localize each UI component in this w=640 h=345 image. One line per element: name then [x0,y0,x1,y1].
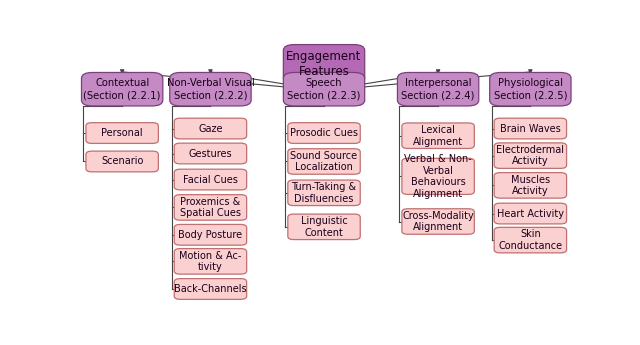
FancyBboxPatch shape [86,123,158,144]
Text: Scenario: Scenario [101,157,143,167]
FancyBboxPatch shape [494,172,566,198]
Text: Linguistic
Content: Linguistic Content [301,216,348,238]
Text: Brain Waves: Brain Waves [500,124,561,134]
Text: Facial Cues: Facial Cues [183,175,238,185]
FancyBboxPatch shape [288,123,360,144]
Text: Gaze: Gaze [198,124,223,134]
Text: Electrodermal
Activity: Electrodermal Activity [497,145,564,166]
FancyBboxPatch shape [494,227,566,253]
FancyBboxPatch shape [174,225,246,245]
FancyBboxPatch shape [494,143,566,168]
FancyBboxPatch shape [494,118,566,139]
FancyBboxPatch shape [284,45,365,83]
FancyBboxPatch shape [174,249,246,274]
Text: Proxemics &
Spatial Cues: Proxemics & Spatial Cues [180,197,241,218]
Text: Muscles
Activity: Muscles Activity [511,175,550,196]
FancyBboxPatch shape [288,149,360,174]
FancyBboxPatch shape [284,72,365,106]
FancyBboxPatch shape [402,158,474,195]
Text: Contextual
(Section (2.2.1): Contextual (Section (2.2.1) [83,78,161,100]
FancyBboxPatch shape [174,169,246,190]
Text: Gestures: Gestures [189,148,232,158]
FancyBboxPatch shape [81,72,163,106]
FancyBboxPatch shape [402,123,474,148]
Text: Non-Verbal Visual
Section (2.2.2): Non-Verbal Visual Section (2.2.2) [166,78,254,100]
Text: Sound Source
Localization: Sound Source Localization [291,151,358,172]
FancyBboxPatch shape [174,195,246,220]
Text: Heart Activity: Heart Activity [497,208,564,218]
Text: Interpersonal
Section (2.2.4): Interpersonal Section (2.2.4) [401,78,475,100]
FancyBboxPatch shape [490,72,571,106]
Text: Physiological
Section (2.2.5): Physiological Section (2.2.5) [493,78,567,100]
Text: Cross-Modality
Alignment: Cross-Modality Alignment [402,211,474,232]
FancyBboxPatch shape [174,143,246,164]
Text: Speech
Section (2.2.3): Speech Section (2.2.3) [287,78,361,100]
Text: Personal: Personal [101,128,143,138]
FancyBboxPatch shape [288,214,360,239]
FancyBboxPatch shape [402,209,474,234]
Text: Skin
Conductance: Skin Conductance [499,229,563,251]
FancyBboxPatch shape [288,180,360,206]
Text: Engagement
Features: Engagement Features [286,50,362,78]
FancyBboxPatch shape [170,72,251,106]
Text: Body Posture: Body Posture [179,230,243,240]
FancyBboxPatch shape [174,118,246,139]
Text: Back-Channels: Back-Channels [174,284,247,294]
Text: Lexical
Alignment: Lexical Alignment [413,125,463,147]
FancyBboxPatch shape [397,72,479,106]
Text: Turn-Taking &
Disfluencies: Turn-Taking & Disfluencies [291,182,356,204]
FancyBboxPatch shape [494,203,566,224]
FancyBboxPatch shape [86,151,158,172]
FancyBboxPatch shape [174,279,246,299]
Text: Verbal & Non-
Verbal
Behaviours
Alignment: Verbal & Non- Verbal Behaviours Alignmen… [404,154,472,199]
Text: Prosodic Cues: Prosodic Cues [290,128,358,138]
Text: Motion & Ac-
tivity: Motion & Ac- tivity [179,250,242,272]
